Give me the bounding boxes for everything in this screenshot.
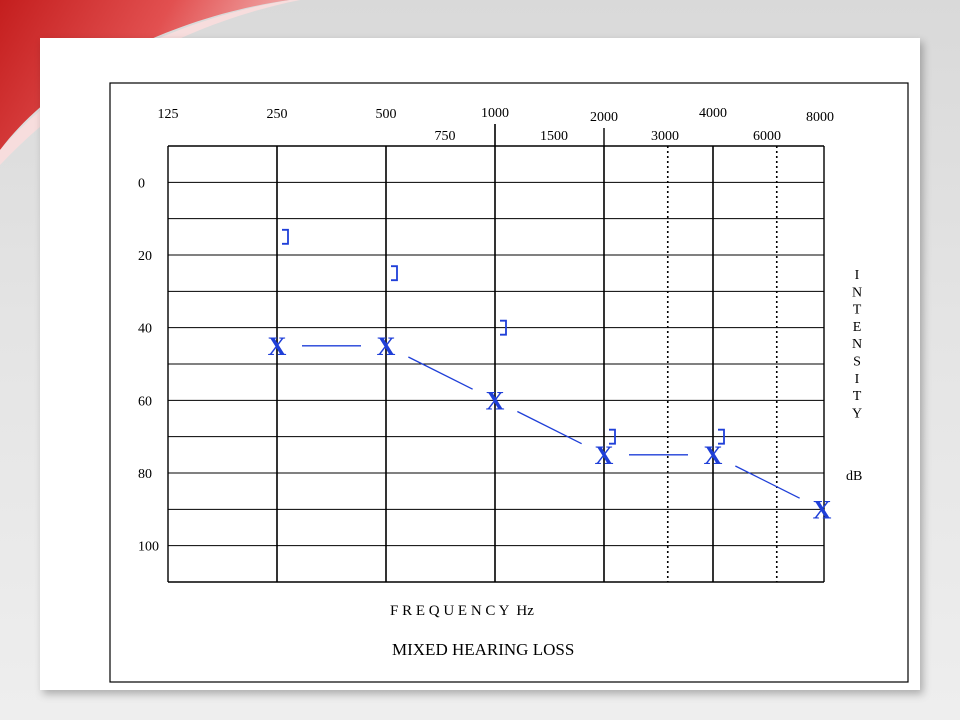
- connector-line: [735, 465, 800, 499]
- data-point-bracket: [718, 428, 725, 445]
- chart-frame: [109, 82, 909, 683]
- tick-labels: 0 20 40 60 80 100 125 250 500 1000 2000 4000 8000 750…: [138, 106, 834, 555]
- y-axis-label-letter: Y: [852, 406, 862, 421]
- y-tick-label: 40: [138, 322, 152, 337]
- x-axis-label: F R E Q U E N C Y Hz: [390, 603, 534, 619]
- x-tick-label: 4000: [699, 106, 727, 121]
- data-point-bracket: [500, 319, 507, 336]
- y-tick-label: 80: [138, 467, 152, 482]
- x-tick-label-mid: 3000: [651, 129, 679, 144]
- data-point-x: X: [377, 332, 396, 361]
- x-tick-label: 125: [158, 107, 179, 122]
- red-swoosh-shape: [0, 0, 290, 150]
- data-point-x: X: [704, 441, 723, 470]
- y-axis-label-letter: N: [852, 337, 862, 352]
- x-tick-label: 500: [376, 107, 397, 122]
- connector-line: [517, 410, 582, 445]
- x-tick-label: 250: [267, 107, 288, 122]
- chart-title: MIXED HEARING LOSS: [392, 640, 574, 659]
- connector-line: [408, 356, 473, 390]
- data-point-x: X: [486, 386, 505, 415]
- y-axis-label-letter: T: [853, 389, 862, 404]
- x-tick-label: 1000: [481, 106, 509, 121]
- data-series: X X X X X X: [268, 228, 832, 524]
- x-tick-label-mid: 1500: [540, 129, 568, 144]
- y-tick-label: 100: [138, 540, 159, 555]
- x-tick-label: 8000: [806, 110, 834, 125]
- data-point-x: X: [268, 332, 287, 361]
- data-point-x: X: [595, 441, 614, 470]
- y-axis-label-letter: S: [853, 355, 861, 370]
- x-tick-label-mid: 750: [435, 129, 456, 144]
- data-point-bracket: [282, 228, 289, 245]
- y-tick-label: 0: [138, 176, 145, 191]
- y-axis-label-letter: N: [852, 285, 862, 300]
- y-axis-label-letter: I: [855, 268, 860, 283]
- axis-titles: F R E Q U E N C Y Hz MIXED HEARING LOSS …: [390, 268, 862, 659]
- y-tick-label: 60: [138, 394, 152, 409]
- y-axis-label-letter: I: [855, 372, 860, 387]
- y-axis-unit: dB: [846, 469, 862, 484]
- y-tick-label: 20: [138, 249, 152, 264]
- x-tick-label: 2000: [590, 110, 618, 125]
- data-point-x: X: [813, 495, 832, 524]
- data-point-bracket: [391, 265, 398, 282]
- x-tick-label-mid: 6000: [753, 129, 781, 144]
- data-point-bracket: [609, 428, 616, 445]
- grid: [167, 124, 825, 583]
- y-axis-label-letter: T: [853, 303, 862, 318]
- y-axis-label-letter: E: [853, 320, 862, 335]
